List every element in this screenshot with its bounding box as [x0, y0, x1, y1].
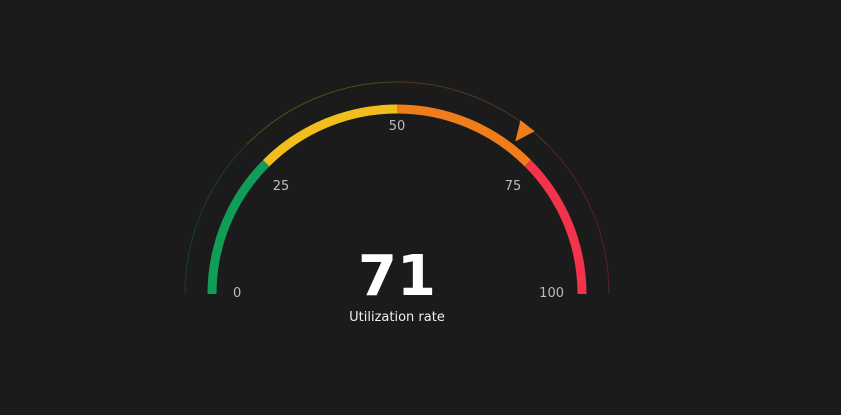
gauge-bands [207, 104, 587, 295]
gauge-value: 71 [358, 244, 436, 309]
outer-track-segment-1 [246, 81, 398, 145]
gauge-band-2 [396, 104, 531, 167]
gauge-band-1 [263, 104, 398, 167]
tick-label-25: 25 [273, 179, 290, 194]
gauge-pointer-layer [515, 120, 535, 142]
gauge-label: Utilization rate [349, 310, 445, 325]
gauge-ticks: 0 25 50 75 100 [233, 119, 564, 301]
outer-track-segment-3 [546, 143, 610, 295]
gauge-band-3 [524, 160, 587, 295]
gauge-pointer [515, 120, 535, 142]
tick-label-75: 75 [505, 179, 522, 194]
outer-track [184, 81, 610, 295]
tick-label-50: 50 [389, 119, 406, 134]
tick-label-100: 100 [539, 286, 564, 301]
tick-label-0: 0 [233, 286, 241, 301]
outer-track-segment-0 [184, 143, 248, 295]
gauge-band-0 [207, 160, 270, 295]
